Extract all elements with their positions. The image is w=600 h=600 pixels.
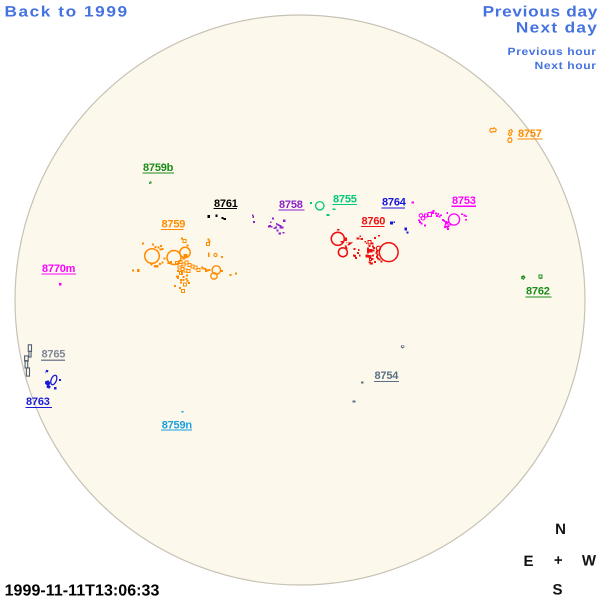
svg-text:Previous day: Previous day <box>483 3 598 20</box>
svg-text:Next day: Next day <box>516 20 598 37</box>
svg-text:8770m: 8770m <box>42 263 76 275</box>
svg-text:8757: 8757 <box>518 128 542 140</box>
svg-text:+: + <box>554 552 563 569</box>
svg-text:E: E <box>523 553 533 570</box>
svg-text:8759: 8759 <box>162 219 186 231</box>
svg-text:8764: 8764 <box>382 197 407 209</box>
svg-text:W: W <box>582 553 597 570</box>
svg-text:8760: 8760 <box>362 216 386 228</box>
svg-text:8763: 8763 <box>26 396 50 408</box>
svg-text:Back to 1999: Back to 1999 <box>5 3 129 20</box>
svg-text:8754: 8754 <box>375 370 400 382</box>
svg-text:1999-11-11T13:06:33: 1999-11-11T13:06:33 <box>5 583 160 600</box>
svg-text:8759n: 8759n <box>162 419 193 431</box>
svg-text:8755: 8755 <box>333 194 357 206</box>
svg-text:Next hour: Next hour <box>535 60 597 72</box>
svg-text:8753: 8753 <box>452 195 476 207</box>
svg-text:N: N <box>555 521 566 538</box>
svg-text:Previous hour: Previous hour <box>508 46 597 58</box>
svg-text:8758: 8758 <box>279 199 303 211</box>
svg-text:S: S <box>552 581 562 598</box>
svg-text:8761: 8761 <box>214 198 238 210</box>
svg-text:8762: 8762 <box>526 286 550 298</box>
svg-text:8759b: 8759b <box>143 162 174 174</box>
svg-text:8765: 8765 <box>42 348 66 360</box>
